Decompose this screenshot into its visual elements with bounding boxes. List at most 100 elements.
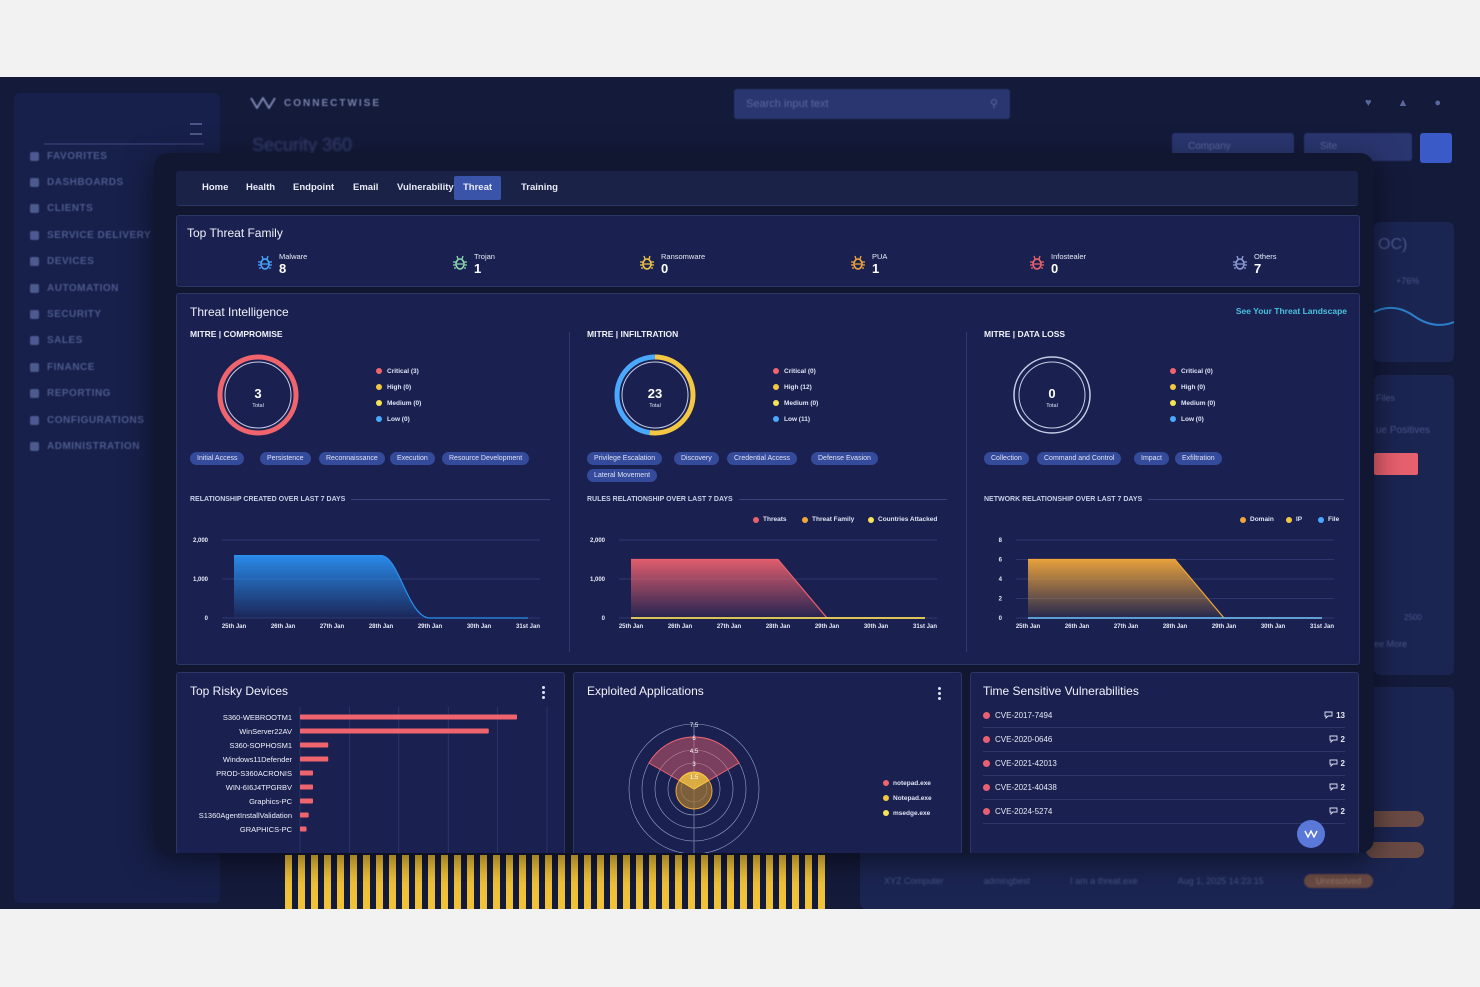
device-label: WinServer22AV — [239, 727, 292, 736]
user-icon[interactable]: ● — [1434, 97, 1442, 109]
sidebar-item[interactable]: SALES — [30, 334, 83, 348]
technique-tag[interactable]: Initial Access — [190, 452, 245, 465]
brand-logo[interactable]: CONNECTWISE — [250, 97, 381, 109]
technique-tag[interactable]: Exfiltration — [1175, 452, 1222, 465]
technique-tag[interactable]: Persistence — [260, 452, 311, 465]
exploited-apps-radar-chart: 1.5 3 4.5 6 7.5 notepad.exe Notepad.exe msedge.… — [628, 723, 932, 853]
technique-tag[interactable]: Defense Evasion — [811, 452, 878, 465]
x-tick-label: 27th Jan — [717, 624, 742, 630]
more-options-icon[interactable] — [938, 687, 941, 702]
y-tick-label: 6 — [999, 558, 1003, 564]
sidebar-item[interactable]: SECURITY — [30, 307, 102, 321]
legend-item: Low (11) — [773, 411, 818, 427]
technique-tag[interactable]: Impact — [1134, 452, 1170, 465]
legend-dot — [802, 516, 808, 523]
donut-total-label: Total — [252, 403, 264, 409]
bug-icon — [640, 255, 654, 270]
tab-home[interactable]: Home — [202, 182, 229, 193]
favorite-icon[interactable]: ♥ — [1365, 97, 1372, 109]
technique-tag[interactable]: Command and Control — [1037, 452, 1122, 465]
global-search-input[interactable]: Search input text ⚲ — [734, 89, 1010, 119]
threat-family-ransomware[interactable]: Ransomware 0 — [639, 252, 705, 275]
nav-icon — [30, 204, 39, 214]
panel-title: Top Risky Devices — [190, 684, 289, 698]
mitre-heading: MITRE | INFILTRATION — [587, 329, 679, 339]
more-options-icon[interactable] — [542, 686, 545, 701]
download-button[interactable] — [1420, 133, 1452, 163]
series-legend-item[interactable]: Threats — [753, 516, 786, 523]
x-tick-label: 26th Jan — [1065, 624, 1090, 630]
assistant-button[interactable] — [1297, 820, 1325, 848]
table-row[interactable]: XYZ Computer admingbest I am a threat.ex… — [870, 867, 1440, 895]
technique-tag[interactable]: Reconnaissance — [319, 452, 385, 465]
donut-total-label: Total — [1046, 403, 1058, 409]
y-tick-label: 1,000 — [590, 577, 606, 583]
sidebar-item[interactable]: AUTOMATION — [30, 281, 119, 295]
series-legend-item[interactable]: Threat Family — [802, 516, 854, 523]
notification-icon[interactable]: ▲ — [1397, 97, 1409, 109]
legend-item: Critical (0) — [773, 363, 818, 379]
collapse-icon[interactable] — [190, 123, 202, 135]
x-tick-label: 26th Jan — [668, 624, 693, 630]
area-chart: 0 1,000 2,000 25th Jan 26th Jan 27th Jan 28th … — [193, 538, 540, 630]
tab-endpoint[interactable]: Endpoint — [293, 182, 335, 193]
threat-family-malware[interactable]: Malware 8 — [257, 252, 307, 275]
tab-threat[interactable]: Threat — [454, 176, 502, 200]
series-legend-item[interactable]: File — [1318, 516, 1339, 523]
severity-dot — [983, 807, 990, 815]
threat-family-trojan[interactable]: Trojan 1 — [452, 252, 495, 275]
legend-dot — [1170, 416, 1176, 422]
severity-dot — [983, 783, 990, 791]
peek-see-more[interactable]: ee More — [1374, 639, 1408, 649]
technique-tag[interactable]: Execution — [390, 452, 435, 465]
status-badge — [1366, 811, 1424, 827]
technique-tag[interactable]: Discovery — [674, 452, 719, 465]
tab-email[interactable]: Email — [353, 182, 379, 193]
vulnerability-row[interactable]: CVE-2021-40438 2 — [983, 775, 1345, 800]
vulnerability-row[interactable]: CVE-2020-0646 2 — [983, 727, 1345, 752]
x-tick-label: 31st Jan — [516, 624, 540, 630]
status-badge: Unresolved — [1303, 874, 1374, 888]
x-tick-label: 29th Jan — [1212, 624, 1237, 630]
threat-intelligence-panel: Threat Intelligence See Your Threat Land… — [176, 293, 1360, 665]
x-tick-label: 25th Jan — [619, 624, 644, 630]
security-dashboard-card: Home Health Endpoint Email Vulnerability Thre… — [154, 153, 1374, 853]
sidebar-item[interactable]: DASHBOARDS — [30, 175, 124, 189]
comment-count: 13 — [1324, 711, 1345, 720]
tab-health[interactable]: Health — [246, 182, 276, 193]
technique-tag[interactable]: Lateral Movement — [587, 469, 658, 482]
sidebar-item[interactable]: ADMINISTRATION — [30, 439, 140, 453]
series-legend-item[interactable]: Countries Attacked — [868, 516, 937, 523]
sidebar-item[interactable]: DEVICES — [30, 255, 94, 269]
threat-family-infostealer[interactable]: Infostealer 0 — [1029, 252, 1086, 275]
technique-tag[interactable]: Credential Access — [727, 452, 798, 465]
sidebar-item[interactable]: CLIENTS — [30, 202, 93, 216]
legend-item: High (0) — [376, 379, 421, 395]
sidebar-item[interactable]: FINANCE — [30, 360, 95, 374]
radar-tick-label: 4.5 — [690, 749, 699, 755]
sidebar-item[interactable]: CONFIGURATIONS — [30, 413, 144, 427]
series-legend-item[interactable]: Domain — [1240, 516, 1274, 523]
sidebar-item[interactable]: REPORTING — [30, 387, 111, 401]
threat-family-label: Infostealer — [1051, 252, 1087, 261]
technique-tag[interactable]: Privilege Escalation — [587, 452, 663, 465]
tab-training[interactable]: Training — [521, 182, 558, 193]
series-legend-item[interactable]: IP — [1286, 516, 1302, 523]
legend-dot — [868, 516, 874, 523]
x-tick-label: 28th Jan — [1163, 624, 1188, 630]
sidebar-item[interactable]: SERVICE DELIVERY — [30, 228, 151, 242]
search-icon[interactable]: ⚲ — [989, 98, 998, 110]
threat-family-pua[interactable]: PUA 1 — [850, 252, 887, 275]
threat-family-others[interactable]: Others 7 — [1232, 252, 1277, 275]
vulnerability-row[interactable]: CVE-2021-42013 2 — [983, 751, 1345, 776]
technique-tag[interactable]: Collection — [984, 452, 1029, 465]
sidebar-item[interactable]: FAVORITES — [30, 149, 107, 163]
tab-vulnerability[interactable]: Vulnerability — [397, 182, 454, 193]
vulnerability-row[interactable]: CVE-2017-7494 13 — [983, 703, 1345, 728]
y-tick-label: 8 — [999, 538, 1003, 544]
technique-tag[interactable]: Resource Development — [442, 452, 530, 465]
page-title: Security 360 — [252, 135, 353, 155]
see-threat-landscape-link[interactable]: See Your Threat Landscape — [1235, 306, 1347, 316]
vulnerability-row[interactable]: CVE-2024-5274 2 — [983, 799, 1345, 824]
device-bar — [300, 826, 307, 832]
